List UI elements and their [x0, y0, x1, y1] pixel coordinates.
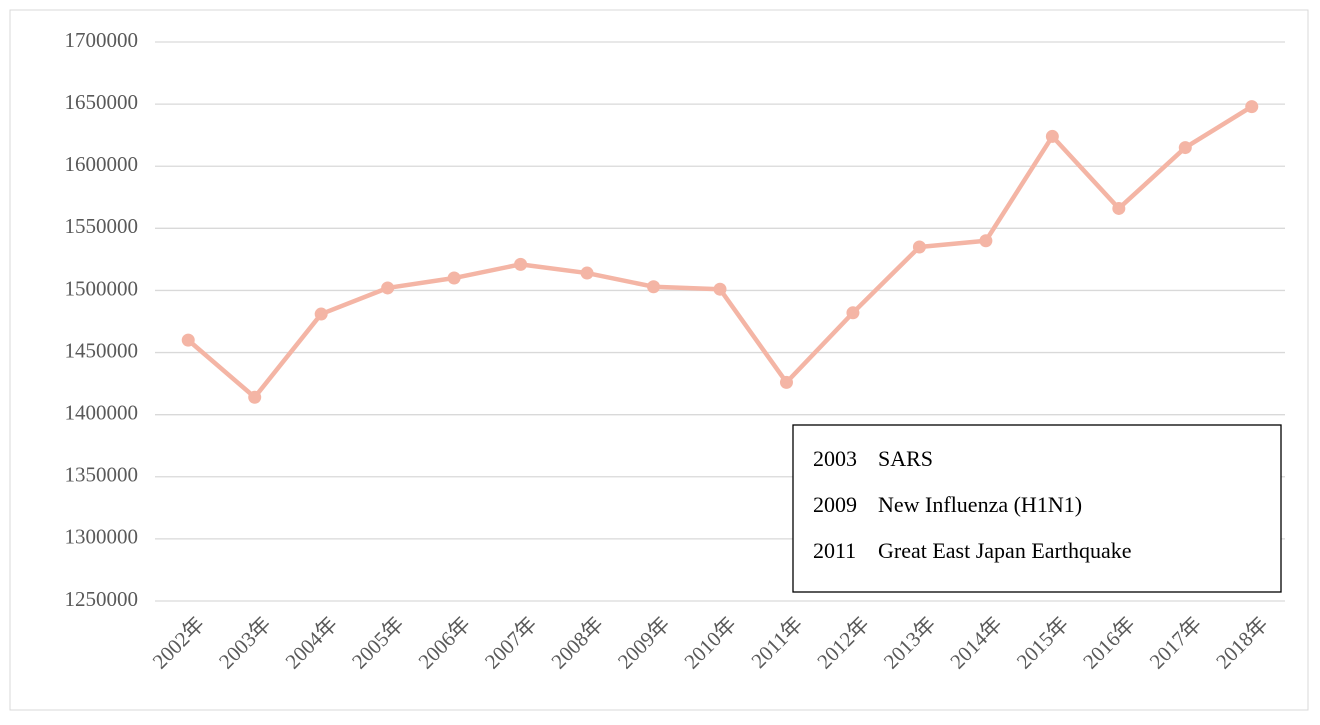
y-tick-label: 1400000: [65, 400, 139, 424]
chart-border: [9, 9, 1309, 711]
y-tick-label: 1300000: [65, 525, 139, 549]
y-tick-label: 1600000: [65, 152, 139, 176]
data-point: [514, 257, 528, 271]
data-point: [447, 271, 461, 285]
data-point: [779, 375, 793, 389]
y-tick-label: 1250000: [65, 587, 139, 611]
data-point: [647, 280, 661, 294]
y-tick-label: 1350000: [65, 463, 139, 487]
y-tick-label: 1450000: [65, 338, 139, 362]
data-point: [248, 390, 262, 404]
y-tick-label: 1550000: [65, 214, 139, 238]
data-point: [181, 333, 195, 347]
data-point: [1245, 100, 1259, 114]
annotation-text: New Influenza (H1N1): [878, 492, 1082, 517]
annotation-year: 2011: [813, 538, 856, 563]
y-tick-label: 1650000: [65, 90, 139, 114]
annotation-text: Great East Japan Earthquake: [878, 538, 1132, 563]
data-point: [912, 240, 926, 254]
data-point: [381, 281, 395, 295]
data-point: [1178, 141, 1192, 155]
annotation-year: 2003: [813, 446, 857, 471]
annotation-box: 2003 SARS 2009 New Influenza (H1N1) 2011 Grea…: [792, 424, 1282, 593]
data-point: [1045, 129, 1059, 143]
annotation-frame: [792, 424, 1282, 593]
y-tick-label: 1500000: [65, 276, 139, 300]
data-point: [979, 234, 993, 248]
data-point: [580, 266, 594, 280]
data-point: [846, 306, 860, 320]
annotation-text: SARS: [878, 446, 933, 471]
data-point: [314, 307, 328, 321]
data-point: [1112, 201, 1126, 215]
y-tick-label: 1700000: [65, 28, 139, 52]
data-point: [713, 282, 727, 296]
annotation-year: 2009: [813, 492, 857, 517]
